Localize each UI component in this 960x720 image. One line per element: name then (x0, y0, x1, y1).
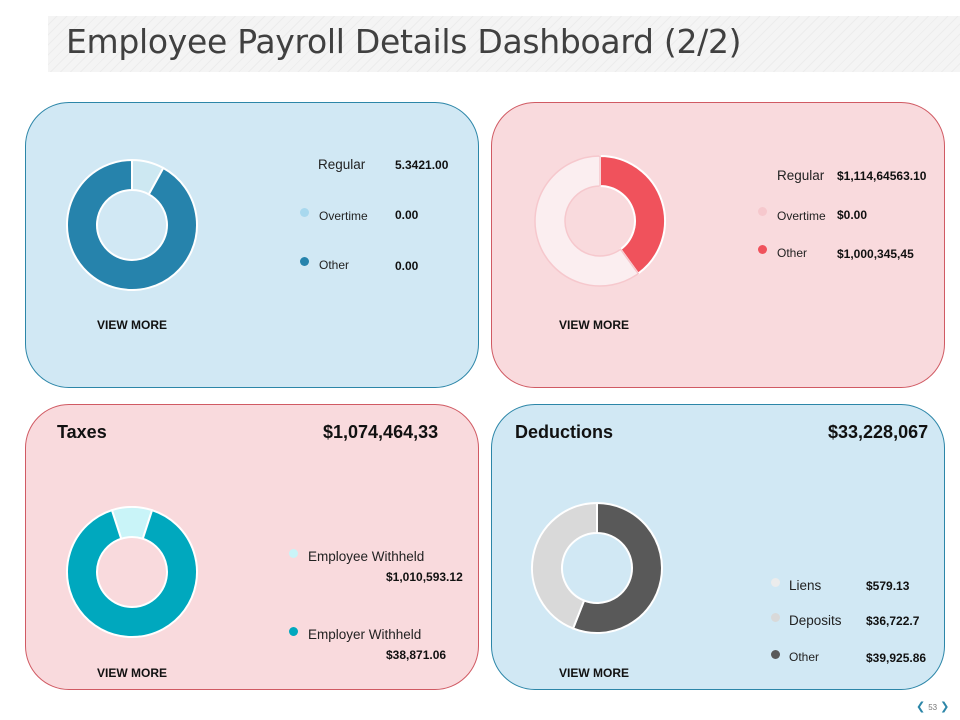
taxes-donut-slices (66, 506, 198, 638)
panel1-other-value: 0.00 (395, 259, 419, 273)
panel2-regular-value: $1,114,64563.10 (837, 169, 927, 183)
deductions-donut-slices (531, 502, 663, 634)
red-dot-icon (758, 245, 767, 254)
taxes-donut-chart (66, 506, 198, 638)
taxes-view-more-link[interactable]: VIEW MORE (97, 666, 168, 680)
light-blue-dot-icon (300, 208, 309, 217)
chevron-right-icon[interactable]: ❯ (940, 701, 950, 713)
panel2-donut-slices (534, 155, 666, 287)
panel2-donut-slice-other (599, 155, 666, 275)
deductions-total: $33,228,067 (828, 422, 929, 442)
deductions-title: Deductions (515, 422, 614, 442)
dark-gray-dot-icon (771, 650, 780, 659)
panel1-view-more-link[interactable]: VIEW MORE (97, 318, 168, 332)
deductions-liens-label: Liens (789, 578, 822, 593)
panel1-donut-slice-other (66, 159, 198, 291)
deductions-deposits-label: Deposits (789, 613, 842, 628)
panel2-other-value: $1,000,345,45 (837, 247, 914, 261)
title-banner (48, 16, 960, 72)
panel1-regular-value: 5.3421.00 (395, 158, 449, 172)
pink-dot-icon (758, 207, 767, 216)
taxes-employer-withheld-value: $38,871.06 (386, 648, 447, 662)
panel2-regular-label: Regular (777, 168, 825, 183)
panel1-overtime-value: 0.00 (395, 208, 419, 222)
deductions-donut-slice-deposits (531, 502, 598, 630)
panel2-overtime-label: Overtime (777, 209, 826, 223)
slide-pager: ❮ 53 ❯ (916, 700, 949, 713)
taxes-total: $1,074,464,33 (323, 422, 439, 442)
taxes-donut-slice-employer-withheld (66, 508, 198, 638)
panel2-view-more-link[interactable]: VIEW MORE (559, 318, 630, 332)
light-teal-dot-icon (289, 549, 298, 558)
deductions-liens-value: $579.13 (866, 579, 910, 593)
pale-gray-dot-icon (771, 578, 780, 587)
taxes-employee-withheld-label: Employee Withheld (308, 549, 425, 564)
panel1-donut-slices (66, 159, 198, 291)
taxes-title: Taxes (57, 422, 107, 442)
panel1-other-label: Other (319, 258, 350, 272)
panel1-regular-label: Regular (318, 157, 366, 172)
teal-dot-icon (289, 627, 298, 636)
panel2-overtime-value: $0.00 (837, 208, 868, 222)
steel-blue-dot-icon (300, 257, 309, 266)
chevron-left-icon[interactable]: ❮ (916, 701, 926, 713)
deductions-other-label: Other (789, 650, 820, 664)
panel2-other-label: Other (777, 246, 808, 260)
deductions-view-more-link[interactable]: VIEW MORE (559, 666, 630, 680)
panel1-donut-chart (66, 159, 198, 291)
panel2-donut-slice-remainder (534, 155, 640, 287)
deductions-other-value: $39,925.86 (866, 651, 927, 665)
panel2-donut-chart (534, 155, 666, 287)
deductions-deposits-value: $36,722.7 (866, 614, 920, 628)
taxes-employee-withheld-value: $1,010,593.12 (386, 570, 463, 584)
deductions-donut-slice-other (571, 502, 663, 634)
page-number: 53 (928, 703, 938, 712)
panel1-overtime-label: Overtime (319, 209, 368, 223)
deductions-donut-chart (531, 502, 663, 634)
taxes-employer-withheld-label: Employer Withheld (308, 627, 422, 642)
page-title: Employee Payroll Details Dashboard (2/2) (66, 22, 742, 61)
light-gray-dot-icon (771, 613, 780, 622)
